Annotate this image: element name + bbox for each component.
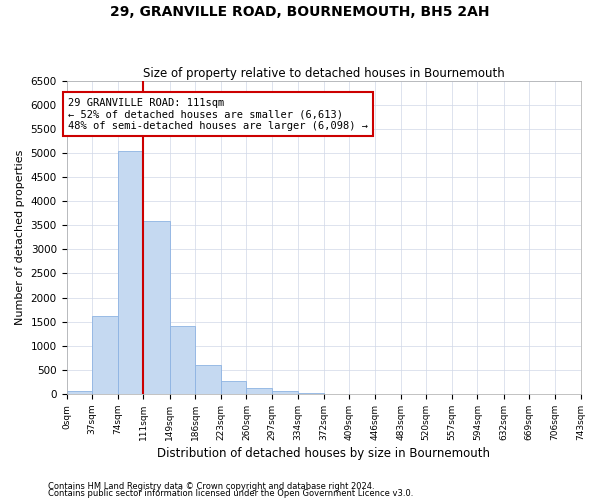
Bar — [170, 326, 195, 394]
Text: 29, GRANVILLE ROAD, BOURNEMOUTH, BH5 2AH: 29, GRANVILLE ROAD, BOURNEMOUTH, BH5 2AH — [110, 5, 490, 19]
Title: Size of property relative to detached houses in Bournemouth: Size of property relative to detached ho… — [143, 66, 505, 80]
Bar — [118, 150, 143, 394]
Text: Contains public sector information licensed under the Open Government Licence v3: Contains public sector information licen… — [48, 489, 413, 498]
Text: Contains HM Land Registry data © Crown copyright and database right 2024.: Contains HM Land Registry data © Crown c… — [48, 482, 374, 491]
Bar — [247, 388, 272, 394]
Text: 29 GRANVILLE ROAD: 111sqm
← 52% of detached houses are smaller (6,613)
48% of se: 29 GRANVILLE ROAD: 111sqm ← 52% of detac… — [68, 98, 368, 130]
Bar — [143, 222, 170, 394]
X-axis label: Distribution of detached houses by size in Bournemouth: Distribution of detached houses by size … — [157, 447, 490, 460]
Bar — [92, 316, 118, 394]
Y-axis label: Number of detached properties: Number of detached properties — [15, 150, 25, 325]
Bar — [272, 390, 298, 394]
Bar — [298, 392, 324, 394]
Bar — [195, 365, 221, 394]
Bar — [67, 390, 92, 394]
Bar — [221, 382, 247, 394]
